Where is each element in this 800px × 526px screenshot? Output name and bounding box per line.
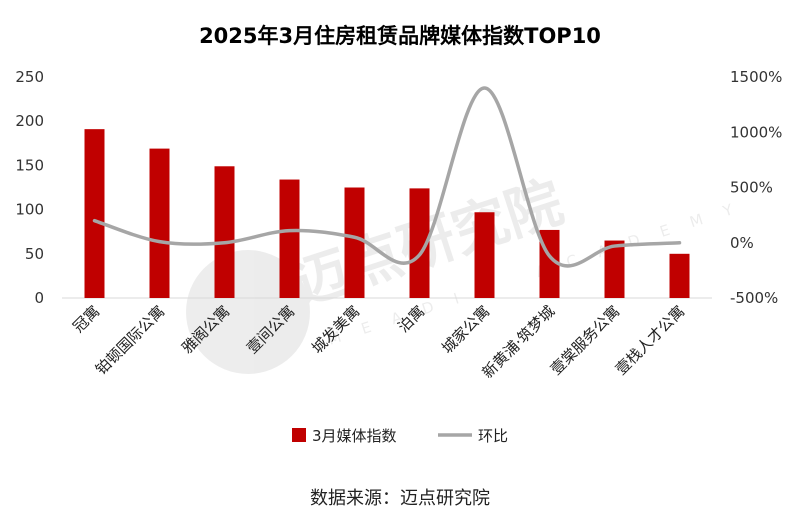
legend-bar-label: 3月媒体指数: [312, 427, 397, 445]
bar: [409, 188, 430, 298]
left-axis: 0 50 100 150 200 250: [15, 68, 44, 307]
category-label: 铂顿国际公寓: [92, 302, 168, 378]
chart-title: 2025年3月住房租赁品牌媒体指数TOP10: [199, 24, 601, 48]
right-tick-label: 1000%: [730, 123, 782, 141]
bar: [474, 212, 495, 298]
bar-series: [84, 129, 690, 298]
right-tick-label: 500%: [730, 179, 773, 197]
legend: 3月媒体指数 环比: [292, 427, 508, 445]
bar: [84, 129, 105, 298]
legend-bar-swatch: [292, 428, 306, 442]
bar: [279, 179, 300, 298]
left-tick-label: 50: [25, 245, 44, 263]
bar: [214, 166, 235, 298]
left-tick-label: 250: [15, 68, 44, 86]
bar: [669, 253, 690, 298]
data-source: 数据来源：迈点研究院: [310, 488, 490, 509]
right-axis: -500% 0% 500% 1000% 1500%: [730, 68, 782, 307]
category-label: 壹栈人才公寓: [612, 302, 688, 378]
left-tick-label: 0: [34, 289, 44, 307]
category-label: 冠寓: [69, 302, 103, 336]
left-tick-label: 150: [15, 156, 44, 174]
right-tick-label: -500%: [730, 289, 778, 307]
bar: [149, 148, 170, 298]
right-tick-label: 0%: [730, 234, 754, 252]
left-tick-label: 100: [15, 201, 44, 219]
line-series-huanbi: [92, 86, 682, 268]
left-tick-label: 200: [15, 112, 44, 130]
bar: [604, 240, 625, 298]
legend-line-label: 环比: [478, 427, 508, 445]
right-tick-label: 1500%: [730, 68, 782, 86]
bar: [344, 187, 365, 298]
